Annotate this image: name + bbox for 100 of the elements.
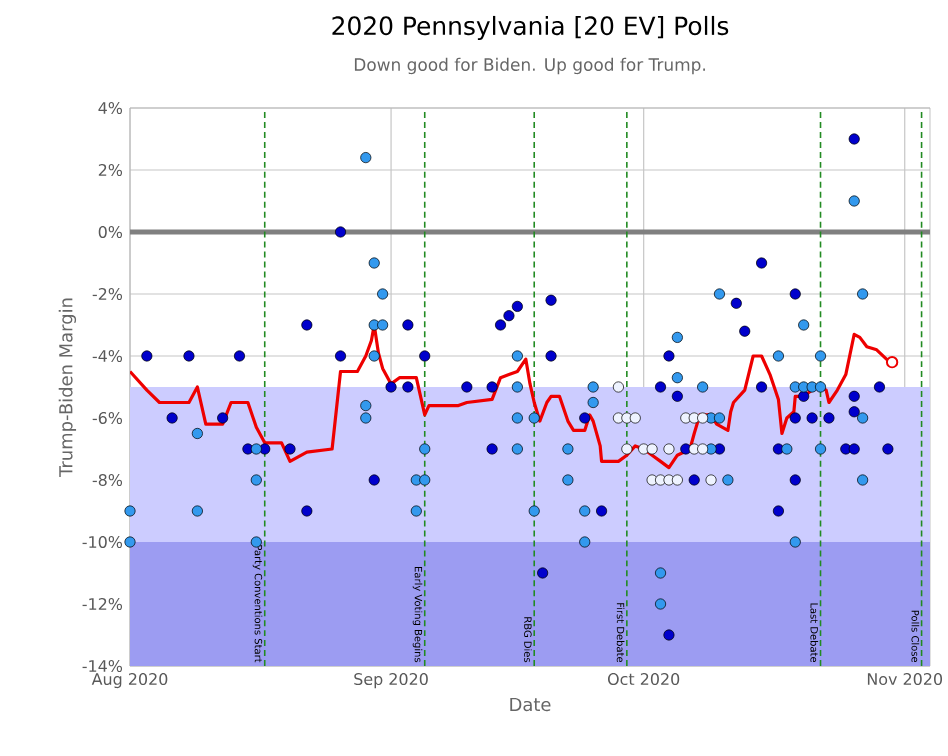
point <box>654 381 667 393</box>
point <box>545 350 557 362</box>
point <box>857 288 869 300</box>
point <box>789 536 801 548</box>
point <box>301 319 313 331</box>
point <box>873 381 885 393</box>
point <box>705 474 717 486</box>
point <box>511 412 523 424</box>
point <box>233 350 246 362</box>
point <box>461 381 473 393</box>
point <box>654 598 667 610</box>
point <box>814 443 827 455</box>
point <box>528 412 540 424</box>
point <box>806 412 818 424</box>
point <box>410 505 422 517</box>
point <box>848 406 860 418</box>
point <box>663 350 675 362</box>
point <box>697 412 709 424</box>
point <box>402 319 414 331</box>
point <box>402 381 414 393</box>
point <box>587 381 599 393</box>
point <box>360 412 372 424</box>
point <box>301 505 313 517</box>
point <box>562 474 574 486</box>
point <box>772 350 784 362</box>
point <box>545 294 557 306</box>
point <box>579 412 591 424</box>
point <box>722 474 734 486</box>
point <box>612 381 624 393</box>
point <box>528 505 540 517</box>
point <box>814 350 827 362</box>
point <box>377 288 389 300</box>
point <box>511 443 523 455</box>
point <box>486 443 498 455</box>
point <box>798 319 810 331</box>
point <box>885 356 899 369</box>
point <box>579 536 591 548</box>
point <box>798 390 810 402</box>
point <box>713 412 725 424</box>
point <box>250 474 262 486</box>
point <box>688 474 700 486</box>
point <box>671 474 683 486</box>
point <box>377 319 389 331</box>
point <box>621 443 633 455</box>
point <box>848 133 860 145</box>
point <box>183 350 195 362</box>
point <box>848 195 860 207</box>
point <box>823 412 835 424</box>
point <box>671 372 683 384</box>
point <box>596 505 608 517</box>
point <box>587 396 599 409</box>
point <box>511 381 523 393</box>
point <box>360 152 372 164</box>
point <box>562 443 574 455</box>
point <box>663 443 675 455</box>
chart-title: 2020 Pennsylvania [20 EV] Polls <box>332 15 729 41</box>
point <box>368 474 380 486</box>
point <box>713 288 725 300</box>
point <box>166 412 178 424</box>
point <box>124 505 136 517</box>
point <box>511 300 523 312</box>
point <box>882 443 894 455</box>
point <box>789 288 801 300</box>
point <box>781 443 793 455</box>
point <box>756 381 768 393</box>
point <box>511 350 523 362</box>
point <box>124 536 136 548</box>
point <box>334 350 347 362</box>
point <box>419 474 431 486</box>
point <box>848 390 860 402</box>
point <box>368 257 380 269</box>
point <box>772 505 784 517</box>
point <box>419 443 431 455</box>
point <box>654 567 667 579</box>
point <box>848 443 860 455</box>
point <box>697 381 709 393</box>
point <box>671 331 683 343</box>
point <box>334 226 347 238</box>
point <box>419 350 431 362</box>
point <box>730 297 742 309</box>
point <box>756 257 768 269</box>
point <box>579 505 591 517</box>
point <box>494 319 507 331</box>
point <box>697 443 709 455</box>
point <box>789 474 801 486</box>
point <box>663 629 675 641</box>
point <box>739 325 751 337</box>
point <box>789 412 801 424</box>
x-axis-title: Date <box>510 697 551 712</box>
point <box>217 412 229 424</box>
point <box>284 443 296 455</box>
point <box>360 400 372 412</box>
point <box>191 427 203 440</box>
point <box>814 381 827 393</box>
point <box>671 390 683 402</box>
chart-subtitle: Down good for Biden. Up good for Trump. <box>354 57 705 75</box>
point <box>629 412 641 424</box>
point <box>385 381 397 393</box>
point <box>191 505 203 517</box>
point <box>141 350 153 362</box>
